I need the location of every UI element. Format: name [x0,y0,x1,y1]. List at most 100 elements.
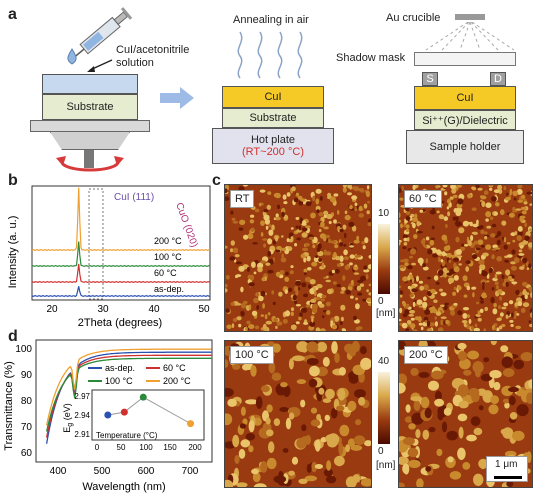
afm-grain [496,317,502,322]
afm-grain [438,214,445,220]
afm-grain [427,249,433,255]
afm-grain [505,196,511,201]
afm-grain [459,358,471,370]
afm-grain [255,325,260,330]
afm-grain [347,400,357,412]
afm-grain [511,312,514,318]
afm-grain [449,202,452,208]
afm-grain [503,236,507,243]
afm-grain [249,219,255,224]
afm-grain [412,184,416,191]
afm-grain [283,214,288,220]
scalebar-label: 1 μm [495,459,518,470]
afm-grain [428,380,439,391]
shadow-mask [414,52,516,66]
afm-grain [477,239,484,245]
afm-grain [484,231,488,235]
afm-grain [447,456,454,463]
afm-grain [517,183,523,189]
afm-grain [240,439,251,448]
afm-grain [303,293,308,298]
afm-grain [355,326,360,331]
afm-grain [444,302,449,306]
afm-grain [414,316,420,321]
afm-grain [329,196,336,203]
afm-grain [433,299,438,303]
afm-grain [409,293,414,298]
afm-grain [422,429,430,440]
afm-grain [325,234,330,239]
afm-grain [344,265,350,270]
afm-grain [227,398,237,407]
afm-grain [478,268,482,275]
afm-grain [351,340,360,353]
afm-grain [276,204,281,209]
scale-top-min: 0 [378,296,384,307]
xrd-axes [31,185,211,301]
afm-grain [456,184,463,188]
afm-grain [236,482,248,488]
afm-grain [491,248,497,251]
afm-grain [310,419,321,427]
afm-grain [510,265,517,271]
afm-grain [410,248,417,255]
afm-grain [426,276,432,280]
afm-grain [448,259,452,263]
afm-grain [337,388,346,401]
afm-grain [303,268,308,273]
afm-grain [300,307,308,313]
afm-grain [457,413,468,422]
afm-grain [303,257,307,263]
afm-grain [251,310,258,316]
afm-grain [501,220,507,226]
afm-grain [513,314,517,319]
afm-grain [290,227,294,230]
afm-grain [422,301,428,309]
afm-grain [478,458,488,469]
afm-grain [230,210,234,215]
afm-grain [322,356,330,367]
afm-grain [268,229,274,236]
afm-grain [453,302,458,306]
afm-grain [284,276,290,282]
afm-grain [268,441,275,453]
afm-grain [305,304,311,308]
afm-grain [288,358,294,370]
xrd-chart: Intensity (a. u.) CuI (111) CuO (020) 20… [7,185,211,329]
afm-grain [512,210,518,213]
afm-grain [253,271,257,275]
afm-grain [397,456,409,465]
afm-grain [468,318,472,324]
afm-grain [263,214,270,221]
trans-series-line [45,357,212,432]
process-arrow-icon [160,87,194,109]
afm-grain [358,213,365,218]
afm-grain [406,237,410,242]
afm-grain [416,230,423,234]
droplet-icon [67,48,77,65]
afm-grain [491,287,495,291]
afm-grain [470,325,474,331]
afm-grain [282,448,289,453]
afm-grain [418,372,430,378]
afm-grain [258,295,264,302]
drain-electrode: D [490,72,506,86]
afm-grain [491,254,495,260]
inset-point [187,420,195,428]
afm-grain [489,370,502,379]
afm-grain [245,433,255,441]
afm-grain [501,323,506,328]
afm-grain [429,322,435,327]
afm-grain [418,322,423,326]
afm-grain [229,256,236,261]
afm-grain [437,410,444,421]
afm-grain [406,320,412,325]
afm-grain [482,284,485,291]
afm-grain [523,201,528,205]
substrate-left: Substrate [42,94,138,120]
afm-grain [472,186,476,191]
afm-grain [416,478,424,489]
afm-grain [296,237,301,241]
afm-grain [464,244,469,247]
afm-grain [434,321,438,327]
